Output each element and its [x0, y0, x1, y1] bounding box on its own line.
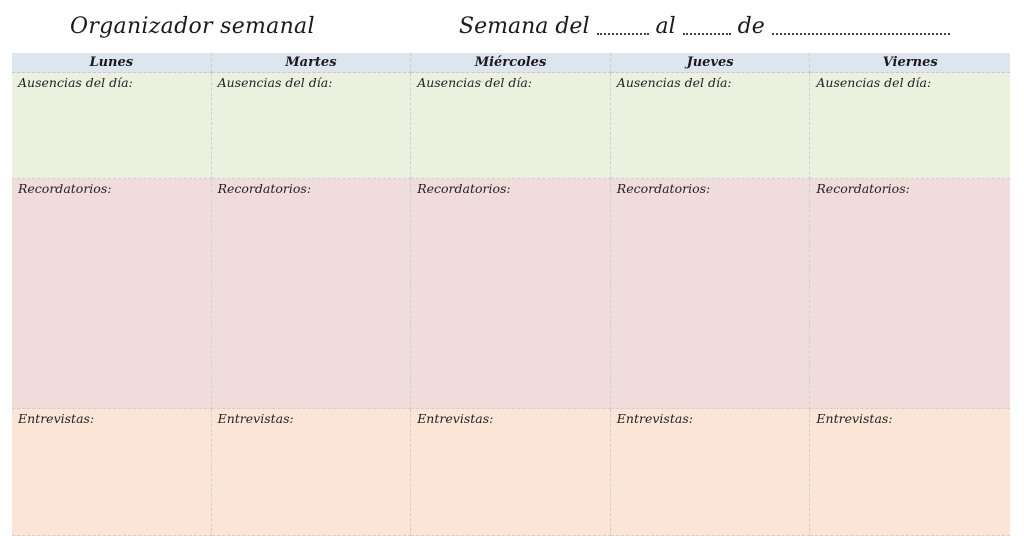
interviews-cell-monday[interactable]: Entrevistas:	[12, 409, 212, 536]
reminders-cell-thursday[interactable]: Recordatorios:	[610, 179, 811, 409]
de-label: de	[737, 14, 765, 39]
absences-label: Ausencias del día:	[816, 75, 932, 90]
day-header-monday: Lunes	[12, 53, 212, 73]
week-range-line: Semana del al de	[456, 14, 954, 39]
title-bar: Organizador semanal Semana del al de	[0, 0, 1024, 52]
week-start-blank[interactable]	[596, 17, 649, 35]
week-end-blank[interactable]	[682, 17, 731, 35]
reminders-cell-tuesday[interactable]: Recordatorios:	[211, 179, 412, 409]
reminders-cell-friday[interactable]: Recordatorios:	[810, 179, 1010, 409]
absences-label: Ausencias del día:	[417, 75, 533, 90]
interviews-label: Entrevistas:	[616, 411, 693, 426]
interviews-cell-tuesday[interactable]: Entrevistas:	[211, 409, 412, 536]
al-label: al	[655, 14, 676, 39]
interviews-label: Entrevistas:	[816, 411, 893, 426]
absences-label: Ausencias del día:	[217, 75, 333, 90]
reminders-label: Recordatorios:	[217, 181, 312, 196]
reminders-cell-monday[interactable]: Recordatorios:	[12, 179, 212, 409]
interviews-label: Entrevistas:	[217, 411, 294, 426]
interviews-cell-thursday[interactable]: Entrevistas:	[610, 409, 811, 536]
weekly-planner-grid: Lunes Martes Miércoles Jueves Viernes Au…	[12, 53, 1010, 536]
reminders-label: Recordatorios:	[417, 181, 511, 196]
day-header-tuesday: Martes	[211, 53, 412, 73]
absences-cell-tuesday[interactable]: Ausencias del día:	[211, 73, 412, 179]
reminders-label: Recordatorios:	[816, 181, 910, 196]
day-header-thursday: Jueves	[610, 53, 811, 73]
absences-label: Ausencias del día:	[18, 75, 133, 90]
absences-cell-friday[interactable]: Ausencias del día:	[810, 73, 1010, 179]
month-blank[interactable]	[771, 17, 950, 35]
week-label: Semana del	[459, 14, 590, 39]
absences-label: Ausencias del día:	[616, 75, 732, 90]
interviews-cell-wednesday[interactable]: Entrevistas:	[411, 409, 611, 536]
reminders-label: Recordatorios:	[616, 181, 711, 196]
reminders-label: Recordatorios:	[18, 181, 112, 196]
day-header-wednesday: Miércoles	[411, 53, 611, 73]
interviews-label: Entrevistas:	[417, 411, 494, 426]
day-header-friday: Viernes	[810, 53, 1010, 73]
absences-cell-wednesday[interactable]: Ausencias del día:	[411, 73, 611, 179]
absences-cell-monday[interactable]: Ausencias del día:	[12, 73, 212, 179]
absences-cell-thursday[interactable]: Ausencias del día:	[610, 73, 811, 179]
interviews-cell-friday[interactable]: Entrevistas:	[810, 409, 1010, 536]
interviews-label: Entrevistas:	[18, 411, 95, 426]
document-title: Organizador semanal	[70, 14, 315, 39]
reminders-cell-wednesday[interactable]: Recordatorios:	[411, 179, 611, 409]
